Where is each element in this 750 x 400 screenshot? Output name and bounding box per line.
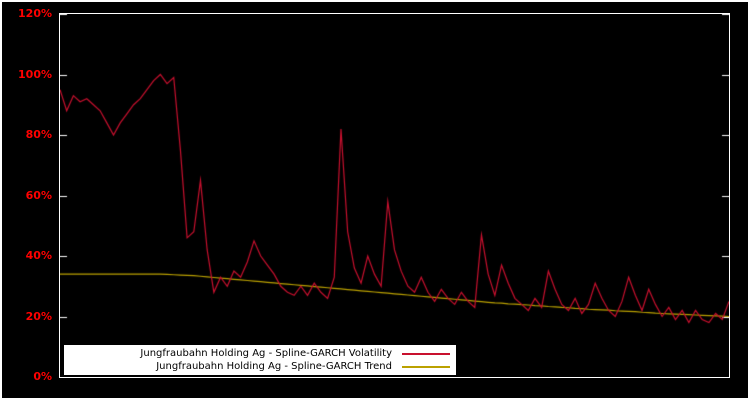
plot-canvas <box>60 14 729 377</box>
volatility-line-swatch <box>402 352 450 355</box>
y-axis-tick-label: 20% <box>25 309 52 323</box>
y-axis-tick-label: 0% <box>33 370 52 383</box>
y-axis-tick-label: 100% <box>18 67 52 81</box>
legend-item-trend: Jungfraubahn Holding Ag - Spline-GARCH T… <box>70 360 450 373</box>
legend-item-volatility: Jungfraubahn Holding Ag - Spline-GARCH V… <box>70 347 450 360</box>
y-axis-tick-label: 40% <box>25 249 52 262</box>
y-axis-tick-label: 60% <box>25 188 52 202</box>
legend-label-trend: Jungfraubahn Holding Ag - Spline-GARCH T… <box>156 361 392 372</box>
plot-area: Jungfraubahn Holding Ag - Spline-GARCH V… <box>59 13 730 378</box>
trend-line-swatch <box>402 365 450 368</box>
y-axis-tick-label: 120% <box>18 7 52 20</box>
legend: Jungfraubahn Holding Ag - Spline-GARCH V… <box>64 345 456 375</box>
y-axis-tick-label: 80% <box>25 128 52 141</box>
y-axis: 120% 100% 80% 60% 40% 20% 0% <box>2 2 58 398</box>
legend-label-volatility: Jungfraubahn Holding Ag - Spline-GARCH V… <box>140 348 392 359</box>
